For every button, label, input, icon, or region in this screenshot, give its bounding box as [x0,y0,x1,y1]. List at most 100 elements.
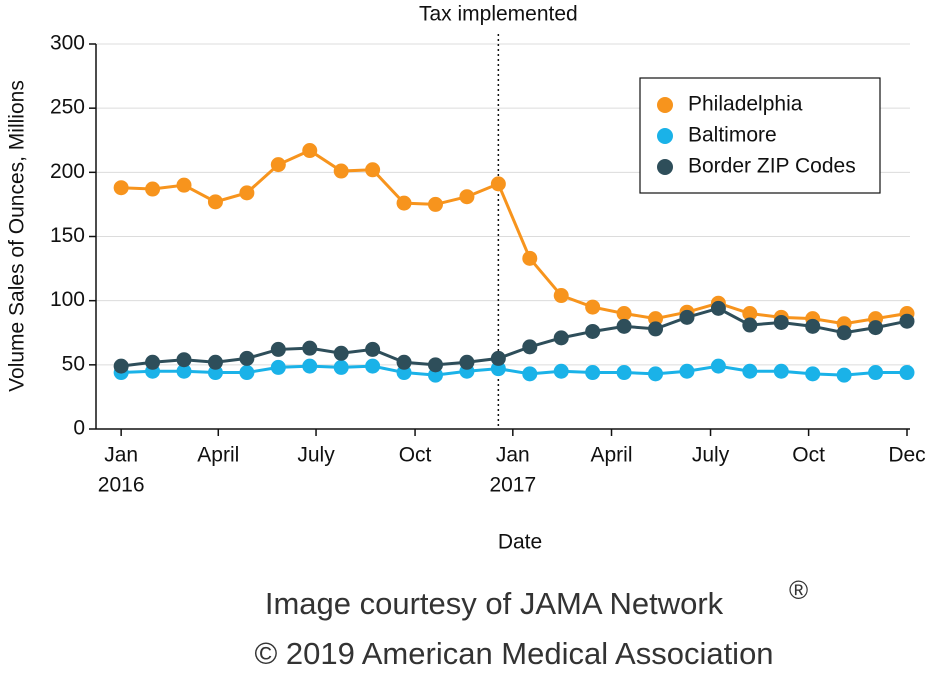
data-point [302,358,318,374]
y-axis-label: Volume Sales of Ounces, Millions [6,80,29,392]
credit-line: Image courtesy of JAMA Network [265,586,724,621]
y-tick-label: 250 [50,96,85,119]
data-point [145,181,161,197]
legend-marker [657,128,673,144]
data-point [396,354,412,370]
data-point [522,250,538,266]
data-point [207,194,223,210]
data-point [648,366,664,382]
x-tick-label: Dec [888,444,925,467]
data-point [585,323,601,339]
data-point [427,357,443,373]
data-point [176,363,192,379]
data-point [742,363,758,379]
legend-label: Philadelphia [688,93,803,116]
data-point [805,318,821,334]
y-tick-label: 100 [50,288,85,311]
data-point [459,354,475,370]
data-point [710,300,726,316]
data-point [773,314,789,330]
data-point [270,359,286,375]
data-point [239,350,255,366]
data-point [522,339,538,355]
data-point [239,365,255,381]
annotation-text: Tax implemented [419,3,578,26]
data-point [365,162,381,178]
data-point [176,177,192,193]
data-point [207,354,223,370]
x-tick-label: Oct [399,444,432,467]
y-tick-label: 0 [73,417,85,440]
x-tick-label: April [197,444,239,467]
data-point [490,176,506,192]
y-tick-label: 300 [50,32,85,55]
x-tick-label: Jan [496,444,530,467]
data-point [868,365,884,381]
data-point [427,196,443,212]
x-tick-year: 2017 [489,474,536,497]
data-point [585,365,601,381]
x-tick-label: July [297,444,335,467]
y-tick-label: 150 [50,224,85,247]
registered-mark: ® [789,575,808,605]
data-point [207,365,223,381]
data-point [459,189,475,205]
data-point [490,350,506,366]
y-tick-label: 200 [50,160,85,183]
x-tick-label: April [591,444,633,467]
data-point [396,195,412,211]
data-point [302,143,318,159]
data-point [302,340,318,356]
data-point [742,317,758,333]
data-point [553,363,569,379]
x-axis-label: Date [498,531,542,554]
data-point [899,365,915,381]
data-point [270,157,286,173]
data-point [805,366,821,382]
data-point [679,309,695,325]
data-point [679,363,695,379]
data-point [836,325,852,341]
data-point [427,367,443,383]
legend-box [639,77,881,194]
data-point [145,354,161,370]
x-tick-label: Jan [104,444,138,467]
data-point [270,341,286,357]
data-point [333,345,349,361]
data-point [333,359,349,375]
data-point [710,358,726,374]
data-point [899,313,915,329]
data-point [113,358,129,374]
data-point [333,163,349,179]
data-point [836,367,852,383]
data-point [522,366,538,382]
data-point [176,352,192,368]
data-point [616,306,632,321]
data-point [648,321,664,337]
data-point [616,365,632,381]
data-point [553,288,569,304]
legend-marker [657,159,673,175]
data-point [113,180,129,196]
data-point [553,330,569,346]
data-point [365,341,381,357]
legend-label: Baltimore [688,124,777,147]
x-tick-label: July [692,444,730,467]
data-point [396,365,412,381]
data-point [773,363,789,379]
data-point [742,306,758,321]
data-point [648,311,664,327]
data-point [490,361,506,377]
legend-label: Border ZIP Codes [688,155,856,178]
data-point [868,320,884,336]
x-tick-label: Oct [792,444,825,467]
legend-marker [657,97,673,113]
y-tick-label: 50 [62,352,85,375]
x-tick-year: 2016 [98,474,145,497]
data-point [585,299,601,315]
data-point [616,318,632,334]
copyright-line: © 2019 American Medical Association [254,636,773,671]
data-point [365,358,381,374]
